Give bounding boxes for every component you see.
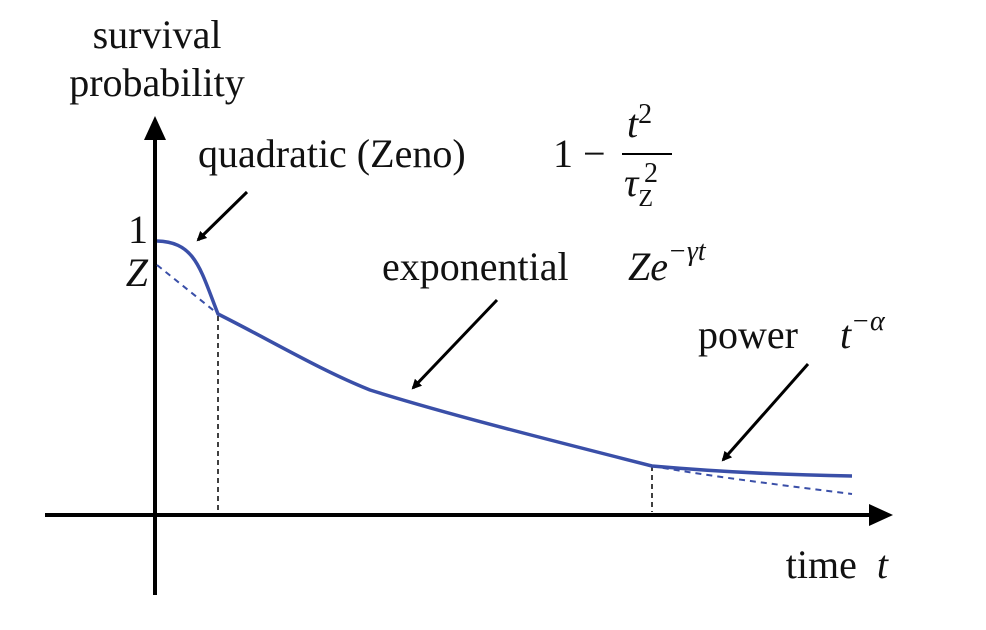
quadratic-arrow <box>196 190 249 242</box>
x-axis-label-text: time <box>786 542 857 587</box>
x-axis-arrowhead <box>869 504 893 526</box>
quadratic-denominator: τZ <box>624 160 653 212</box>
quadratic-numerator-exp: 2 <box>638 99 652 130</box>
quadratic-numerator-base: t <box>627 101 639 146</box>
exponential-label: exponential <box>382 244 569 289</box>
exponential-formula-base: Ze <box>628 244 668 289</box>
y-axis-label-line2: probability <box>69 60 245 105</box>
y-axis-arrowhead <box>144 116 166 140</box>
y-tick-one: 1 <box>128 207 148 252</box>
exponential-extrapolation-dashed <box>156 264 219 315</box>
quadratic-denominator-base: τ <box>624 160 640 205</box>
power-formula-base: t <box>840 312 852 357</box>
quadratic-denominator-sub: Z <box>638 186 653 212</box>
quadratic-formula-lead: 1 − <box>553 131 606 176</box>
power-formula: t−α <box>840 306 886 357</box>
power-label: power <box>698 312 798 357</box>
exponential-formula: Ze−γt <box>628 236 707 289</box>
quadratic-numerator: t2 <box>627 99 652 146</box>
quadratic-label: quadratic (Zeno) <box>198 131 466 176</box>
exponential-arrow <box>411 298 499 390</box>
survival-curve <box>156 239 853 478</box>
x-axis-label-var: t <box>877 542 889 587</box>
exponential-formula-exp: −γt <box>668 236 707 267</box>
quadratic-denominator-exp: 2 <box>644 158 658 189</box>
y-axis-label-line1: survival <box>93 12 222 57</box>
y-tick-z: Z <box>126 250 149 295</box>
power-arrow <box>721 363 810 462</box>
power-formula-exp: −α <box>851 306 886 337</box>
x-axis-label: time t <box>786 542 889 587</box>
exponential-tail-dashed <box>651 465 853 495</box>
